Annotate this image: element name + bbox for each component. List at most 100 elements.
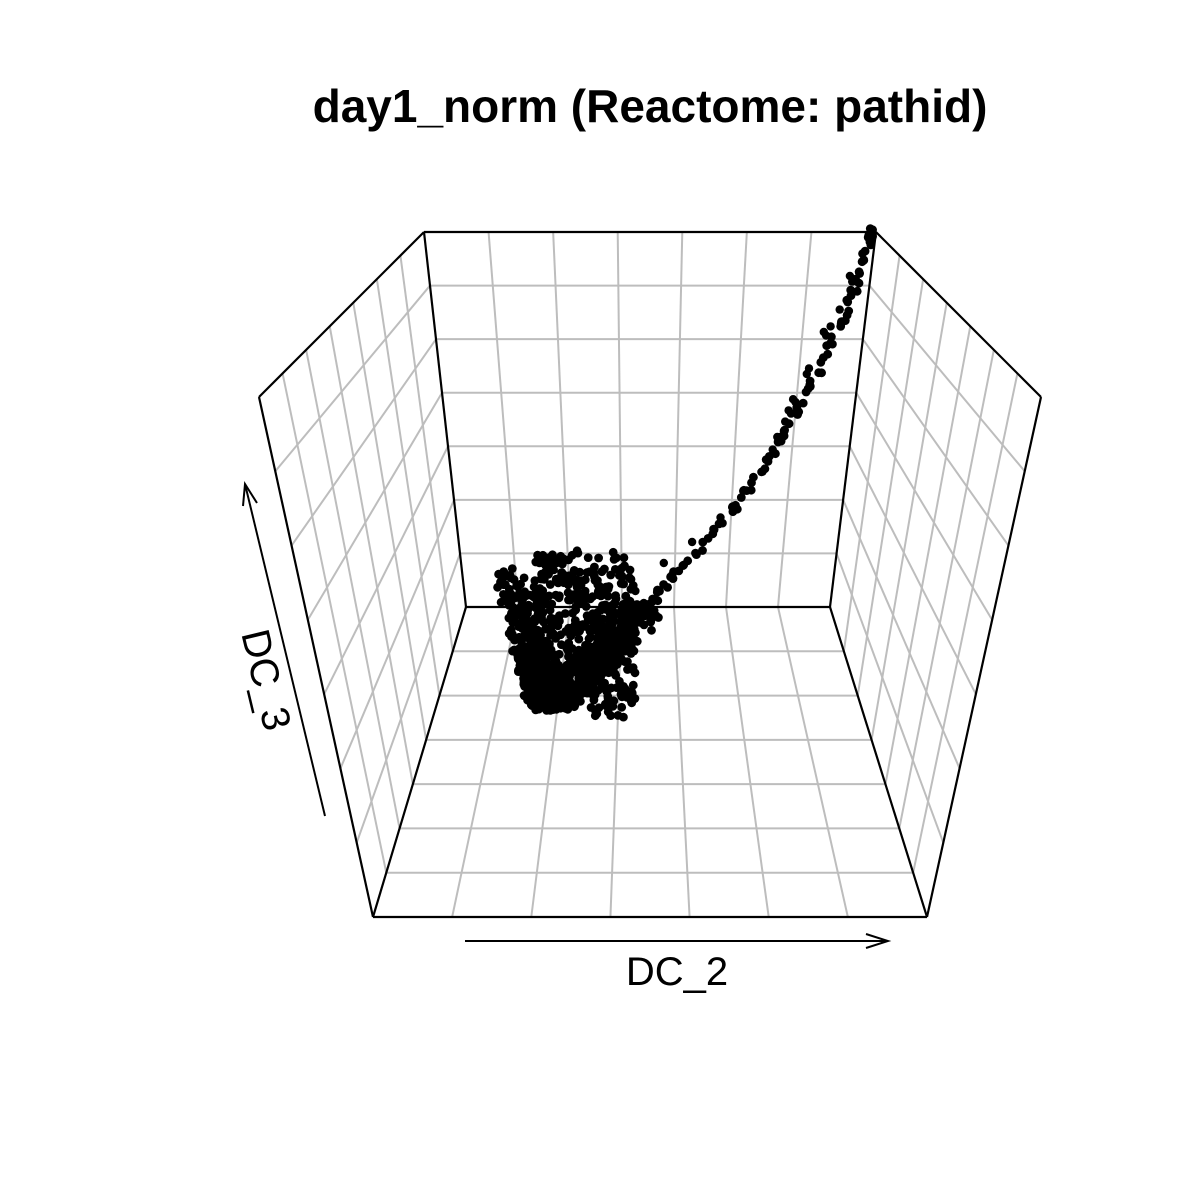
data-point bbox=[564, 571, 574, 581]
right-wall-grid-line bbox=[868, 284, 1026, 472]
data-point bbox=[840, 316, 850, 325]
data-point bbox=[687, 537, 697, 547]
data-point bbox=[652, 587, 662, 597]
data-point bbox=[610, 565, 620, 574]
data-point bbox=[574, 647, 584, 656]
data-point bbox=[567, 688, 577, 697]
data-point bbox=[617, 572, 627, 582]
data-point bbox=[784, 406, 793, 415]
data-point bbox=[639, 598, 649, 608]
data-point bbox=[768, 445, 777, 454]
data-point bbox=[594, 553, 603, 563]
data-point bbox=[606, 663, 616, 673]
data-point bbox=[625, 565, 635, 575]
data-point bbox=[617, 624, 627, 633]
data-point bbox=[590, 572, 599, 581]
plot-box-edges bbox=[257, 230, 1043, 919]
data-point bbox=[584, 634, 594, 644]
data-point bbox=[826, 322, 835, 331]
data-point bbox=[544, 641, 554, 651]
chart-title: day1_norm (Reactome: pathid) bbox=[313, 80, 988, 132]
data-point bbox=[574, 672, 584, 682]
data-point bbox=[509, 614, 519, 623]
x-axis-arrowhead bbox=[865, 933, 892, 949]
data-point bbox=[510, 635, 519, 645]
data-point bbox=[572, 546, 582, 556]
data-point bbox=[507, 564, 517, 573]
data-point bbox=[564, 595, 573, 605]
y-axis: DC_3 bbox=[232, 480, 326, 817]
back-wall-grid-line bbox=[777, 231, 813, 608]
left-wall-grid-line bbox=[375, 278, 441, 696]
data-point bbox=[736, 493, 746, 502]
box-edge bbox=[257, 396, 375, 918]
left-wall-grid-line bbox=[306, 392, 443, 621]
x-axis: DC_2 bbox=[465, 933, 892, 994]
data-point bbox=[858, 249, 867, 258]
right-wall-grid-line bbox=[884, 326, 972, 785]
data-point bbox=[577, 689, 586, 699]
data-point bbox=[529, 590, 538, 600]
data-point bbox=[843, 297, 853, 307]
data-point bbox=[709, 525, 719, 534]
data-point bbox=[863, 233, 873, 242]
data-point bbox=[818, 353, 828, 363]
floor-grid-line bbox=[777, 606, 849, 918]
data-point bbox=[703, 534, 713, 543]
data-point bbox=[617, 691, 626, 701]
data-point bbox=[623, 646, 632, 656]
data-point bbox=[659, 558, 668, 568]
data-point bbox=[781, 417, 790, 426]
data-point bbox=[530, 576, 540, 585]
data-point bbox=[536, 695, 546, 704]
data-point bbox=[541, 624, 550, 634]
right-wall-grid-line bbox=[835, 553, 945, 844]
data-point bbox=[852, 286, 862, 296]
data-point bbox=[523, 642, 532, 652]
right-wall-grid-line bbox=[870, 302, 948, 741]
data-point bbox=[493, 582, 502, 592]
data-point bbox=[678, 561, 688, 570]
data-point bbox=[835, 305, 844, 314]
data-point bbox=[566, 656, 575, 665]
data-point bbox=[521, 613, 531, 623]
data-point bbox=[494, 569, 503, 579]
data-point bbox=[574, 588, 583, 598]
data-point bbox=[568, 695, 577, 704]
right-wall-grid-line bbox=[862, 338, 1010, 547]
left-wall-grid-line bbox=[339, 499, 455, 769]
left-wall-grid-line bbox=[274, 284, 431, 472]
data-point bbox=[588, 677, 598, 687]
data-point bbox=[606, 711, 616, 720]
data-point bbox=[496, 597, 506, 607]
data-point bbox=[822, 341, 832, 350]
data-point bbox=[639, 620, 649, 630]
data-point bbox=[646, 599, 655, 609]
data-point bbox=[698, 546, 707, 555]
data-point bbox=[578, 597, 588, 607]
data-point bbox=[592, 709, 602, 719]
back-wall-grid-line bbox=[725, 231, 748, 608]
data-point bbox=[599, 622, 609, 632]
data-point bbox=[848, 277, 857, 286]
data-point bbox=[542, 669, 552, 679]
data-point bbox=[509, 604, 519, 614]
data-point bbox=[646, 615, 656, 624]
data-point bbox=[534, 613, 543, 623]
data-point bbox=[536, 644, 545, 654]
data-point bbox=[793, 410, 802, 419]
box-edge bbox=[422, 231, 468, 608]
data-point bbox=[583, 553, 593, 562]
data-point bbox=[691, 548, 700, 558]
right-wall-grid-line bbox=[855, 392, 994, 621]
data-point bbox=[537, 569, 546, 579]
data-point bbox=[504, 597, 514, 607]
data-point bbox=[576, 696, 585, 706]
floor-grid-line bbox=[725, 606, 770, 918]
data-point bbox=[571, 605, 581, 615]
data-point bbox=[583, 654, 593, 664]
data-point bbox=[791, 397, 800, 407]
data-point bbox=[617, 603, 627, 613]
data-point bbox=[611, 594, 621, 604]
data-point bbox=[597, 567, 607, 577]
